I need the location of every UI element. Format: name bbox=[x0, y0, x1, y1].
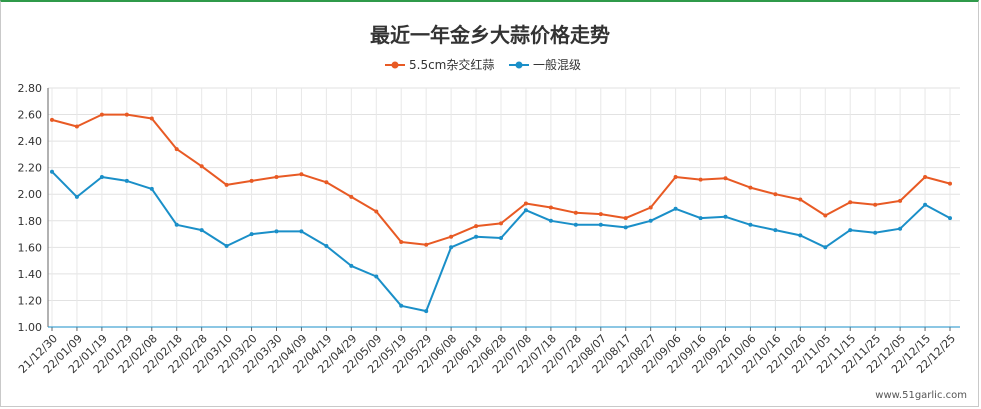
data-point-1[interactable] bbox=[773, 228, 778, 233]
data-point-0[interactable] bbox=[698, 177, 703, 182]
y-tick-label: 2.00 bbox=[18, 188, 43, 201]
series-lines bbox=[50, 112, 952, 314]
data-point-0[interactable] bbox=[399, 240, 404, 244]
y-axis-ticks: 1.00 1.20 1.40 1.60 1.80 2.00 2.20 2.40 2.60 2.80 bbox=[18, 82, 43, 334]
data-point-1[interactable] bbox=[99, 175, 104, 179]
data-point-1[interactable] bbox=[299, 229, 304, 234]
y-tick-label: 1.80 bbox=[18, 215, 43, 228]
data-point-0[interactable] bbox=[723, 176, 728, 181]
data-point-1[interactable] bbox=[399, 303, 404, 308]
data-point-1[interactable] bbox=[249, 232, 254, 237]
legend: 5.5cm杂交红蒜 一般混级 bbox=[385, 57, 581, 72]
data-point-0[interactable] bbox=[424, 242, 429, 247]
data-point-0[interactable] bbox=[948, 181, 952, 186]
data-point-0[interactable] bbox=[923, 175, 928, 179]
data-point-1[interactable] bbox=[274, 229, 279, 234]
data-point-0[interactable] bbox=[174, 147, 179, 152]
data-point-0[interactable] bbox=[299, 172, 304, 177]
data-point-1[interactable] bbox=[523, 208, 528, 213]
data-point-1[interactable] bbox=[199, 228, 204, 233]
data-point-1[interactable] bbox=[349, 263, 354, 268]
data-point-0[interactable] bbox=[673, 175, 678, 179]
data-point-1[interactable] bbox=[424, 309, 429, 314]
data-point-0[interactable] bbox=[199, 164, 204, 169]
legend-label-mixed-grade: 一般混级 bbox=[533, 57, 581, 72]
chart-title: 最近一年金乡大蒜价格走势 bbox=[370, 23, 610, 47]
y-tick-label: 2.40 bbox=[18, 135, 43, 148]
data-point-0[interactable] bbox=[99, 112, 104, 117]
data-point-0[interactable] bbox=[474, 224, 479, 229]
data-point-0[interactable] bbox=[573, 210, 578, 215]
x-axis-ticks: 21/12/3022/01/0922/01/1922/01/2922/02/08… bbox=[16, 332, 958, 376]
y-tick-label: 1.20 bbox=[18, 294, 43, 307]
data-point-0[interactable] bbox=[74, 124, 79, 129]
data-point-1[interactable] bbox=[474, 234, 479, 239]
data-point-1[interactable] bbox=[548, 218, 553, 223]
data-point-0[interactable] bbox=[848, 200, 853, 205]
data-point-0[interactable] bbox=[449, 234, 454, 239]
y-tick-label: 1.60 bbox=[18, 241, 43, 254]
data-point-0[interactable] bbox=[548, 205, 553, 210]
y-tick-label: 2.60 bbox=[18, 109, 43, 122]
data-point-1[interactable] bbox=[648, 218, 653, 223]
data-point-0[interactable] bbox=[773, 192, 778, 197]
y-tick-label: 1.40 bbox=[18, 268, 43, 281]
data-point-1[interactable] bbox=[873, 230, 878, 235]
data-point-0[interactable] bbox=[823, 213, 828, 218]
data-point-0[interactable] bbox=[873, 202, 878, 207]
data-point-1[interactable] bbox=[848, 228, 853, 233]
data-point-1[interactable] bbox=[499, 236, 503, 240]
y-tick-label: 2.20 bbox=[18, 162, 43, 175]
data-point-1[interactable] bbox=[598, 222, 603, 227]
data-point-1[interactable] bbox=[698, 216, 703, 221]
data-point-0[interactable] bbox=[748, 185, 753, 190]
data-point-0[interactable] bbox=[50, 117, 54, 122]
watermark: www.51garlic.com bbox=[875, 390, 967, 401]
data-point-0[interactable] bbox=[149, 116, 154, 121]
data-point-1[interactable] bbox=[374, 274, 379, 279]
data-point-0[interactable] bbox=[598, 212, 603, 217]
data-point-1[interactable] bbox=[149, 186, 154, 191]
data-point-1[interactable] bbox=[923, 202, 928, 207]
data-point-0[interactable] bbox=[523, 201, 528, 206]
legend-item-red-garlic[interactable]: 5.5cm杂交红蒜 bbox=[385, 57, 494, 72]
legend-label-red-garlic: 5.5cm杂交红蒜 bbox=[409, 57, 494, 72]
y-tick-label: 2.80 bbox=[18, 82, 43, 95]
data-point-1[interactable] bbox=[174, 222, 179, 227]
data-point-1[interactable] bbox=[324, 244, 329, 248]
data-point-0[interactable] bbox=[798, 197, 803, 202]
legend-item-mixed-grade[interactable]: 一般混级 bbox=[509, 57, 581, 72]
data-point-0[interactable] bbox=[349, 194, 354, 199]
data-point-1[interactable] bbox=[823, 245, 828, 250]
data-point-0[interactable] bbox=[224, 182, 229, 187]
y-tick-label: 1.00 bbox=[18, 321, 43, 334]
data-point-0[interactable] bbox=[898, 198, 903, 203]
data-point-1[interactable] bbox=[124, 178, 129, 183]
data-point-1[interactable] bbox=[449, 245, 454, 250]
data-point-1[interactable] bbox=[50, 169, 54, 174]
data-point-1[interactable] bbox=[224, 244, 229, 248]
data-point-1[interactable] bbox=[798, 233, 803, 238]
data-point-0[interactable] bbox=[623, 216, 628, 221]
data-point-0[interactable] bbox=[249, 178, 254, 183]
data-point-1[interactable] bbox=[898, 226, 903, 231]
data-point-1[interactable] bbox=[723, 214, 728, 219]
data-point-1[interactable] bbox=[748, 222, 753, 227]
data-point-1[interactable] bbox=[573, 222, 578, 227]
data-point-1[interactable] bbox=[623, 225, 628, 230]
data-point-0[interactable] bbox=[274, 175, 279, 179]
data-point-0[interactable] bbox=[324, 180, 329, 185]
axes bbox=[47, 88, 960, 331]
data-point-1[interactable] bbox=[673, 206, 678, 211]
data-point-0[interactable] bbox=[124, 112, 129, 117]
grid-lines bbox=[48, 87, 960, 327]
data-point-0[interactable] bbox=[499, 221, 503, 226]
data-point-1[interactable] bbox=[948, 216, 952, 221]
data-point-1[interactable] bbox=[74, 194, 79, 199]
data-point-0[interactable] bbox=[648, 205, 653, 210]
data-point-0[interactable] bbox=[374, 209, 379, 214]
